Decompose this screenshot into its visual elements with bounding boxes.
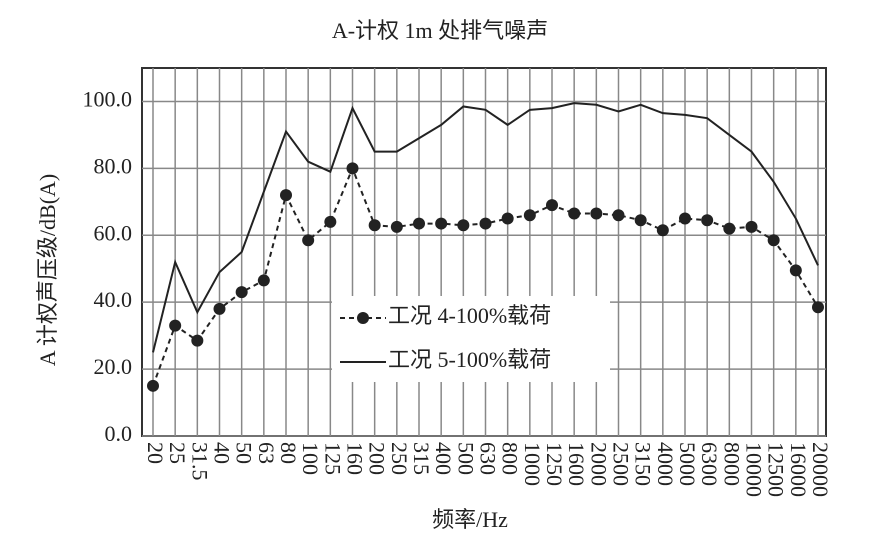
- data-point: [679, 212, 691, 225]
- data-point: [191, 334, 204, 347]
- x-tick-label: 315: [409, 442, 434, 475]
- chart-title: A-计权 1m 处排气噪声: [332, 18, 548, 43]
- data-point: [812, 301, 824, 314]
- data-point: [280, 189, 292, 202]
- x-tick-label: 16000: [786, 442, 811, 497]
- y-axis-label: A 计权声压级/dB(A): [35, 174, 60, 367]
- data-point: [302, 234, 315, 247]
- data-point: [257, 274, 270, 287]
- legend-label: 工况 4-100%载荷: [388, 303, 551, 328]
- x-tick-label: 800: [498, 442, 523, 475]
- x-tick-label: 6300: [697, 442, 722, 486]
- y-tick-label: 20.0: [94, 354, 133, 379]
- x-tick-label: 20000: [808, 442, 833, 497]
- y-tick-label: 0.0: [105, 421, 133, 446]
- x-tick-label: 100: [298, 442, 323, 475]
- data-point: [169, 319, 182, 332]
- y-tick-label: 40.0: [94, 287, 133, 312]
- data-point: [590, 207, 603, 220]
- data-point: [767, 234, 780, 247]
- data-point: [523, 209, 536, 222]
- x-tick-label: 50: [232, 442, 257, 464]
- data-point: [368, 219, 381, 232]
- x-axis-label: 频率/Hz: [432, 507, 508, 532]
- x-tick-label: 500: [453, 442, 478, 475]
- x-tick-label: 80: [276, 442, 301, 464]
- data-point: [235, 286, 248, 299]
- data-point: [457, 219, 470, 232]
- y-tick-label: 100.0: [83, 87, 133, 112]
- data-point: [745, 220, 758, 233]
- x-tick-label: 12500: [764, 442, 789, 497]
- data-point: [213, 302, 226, 315]
- data-point: [612, 209, 625, 222]
- data-point: [435, 217, 448, 230]
- x-tick-label: 4000: [653, 442, 678, 486]
- x-tick-label: 10000: [741, 442, 766, 497]
- x-tick-label: 40: [209, 442, 234, 464]
- x-tick-label: 63: [254, 442, 279, 464]
- legend-box: [332, 296, 610, 382]
- x-tick-label: 400: [431, 442, 456, 475]
- data-point: [479, 217, 492, 230]
- data-point: [413, 217, 425, 230]
- x-tick-label: 31.5: [187, 442, 212, 481]
- x-tick-label: 20: [143, 442, 168, 464]
- data-point: [789, 264, 802, 277]
- data-point: [568, 207, 581, 220]
- x-tick-label: 5000: [675, 442, 700, 486]
- data-point: [324, 215, 337, 228]
- data-point: [147, 379, 159, 392]
- y-tick-label: 80.0: [94, 153, 133, 178]
- data-point: [390, 220, 403, 233]
- legend-label: 工况 5-100%载荷: [388, 347, 551, 372]
- x-tick-label: 2000: [586, 442, 611, 486]
- x-tick-label: 3150: [631, 442, 656, 486]
- x-tick-label: 1600: [564, 442, 589, 486]
- x-tick-label: 8000: [719, 442, 744, 486]
- x-tick-label: 2500: [608, 442, 633, 486]
- x-tick-label: 125: [320, 442, 345, 475]
- x-tick-label: 160: [342, 442, 367, 475]
- data-point: [501, 212, 514, 225]
- x-tick-label: 250: [387, 442, 412, 475]
- x-tick-label: 630: [475, 442, 500, 475]
- data-point: [634, 214, 647, 227]
- data-point: [346, 162, 359, 175]
- data-point: [723, 222, 736, 235]
- data-point: [701, 214, 714, 227]
- legend-marker: [357, 312, 369, 324]
- x-tick-label: 200: [365, 442, 390, 475]
- y-tick-label: 60.0: [94, 220, 133, 245]
- x-tick-label: 25: [165, 442, 190, 464]
- x-tick-label: 1000: [520, 442, 545, 486]
- series-line: [152, 102, 819, 353]
- data-point: [546, 199, 558, 212]
- x-tick-label: 1250: [542, 442, 567, 486]
- data-point: [656, 224, 669, 237]
